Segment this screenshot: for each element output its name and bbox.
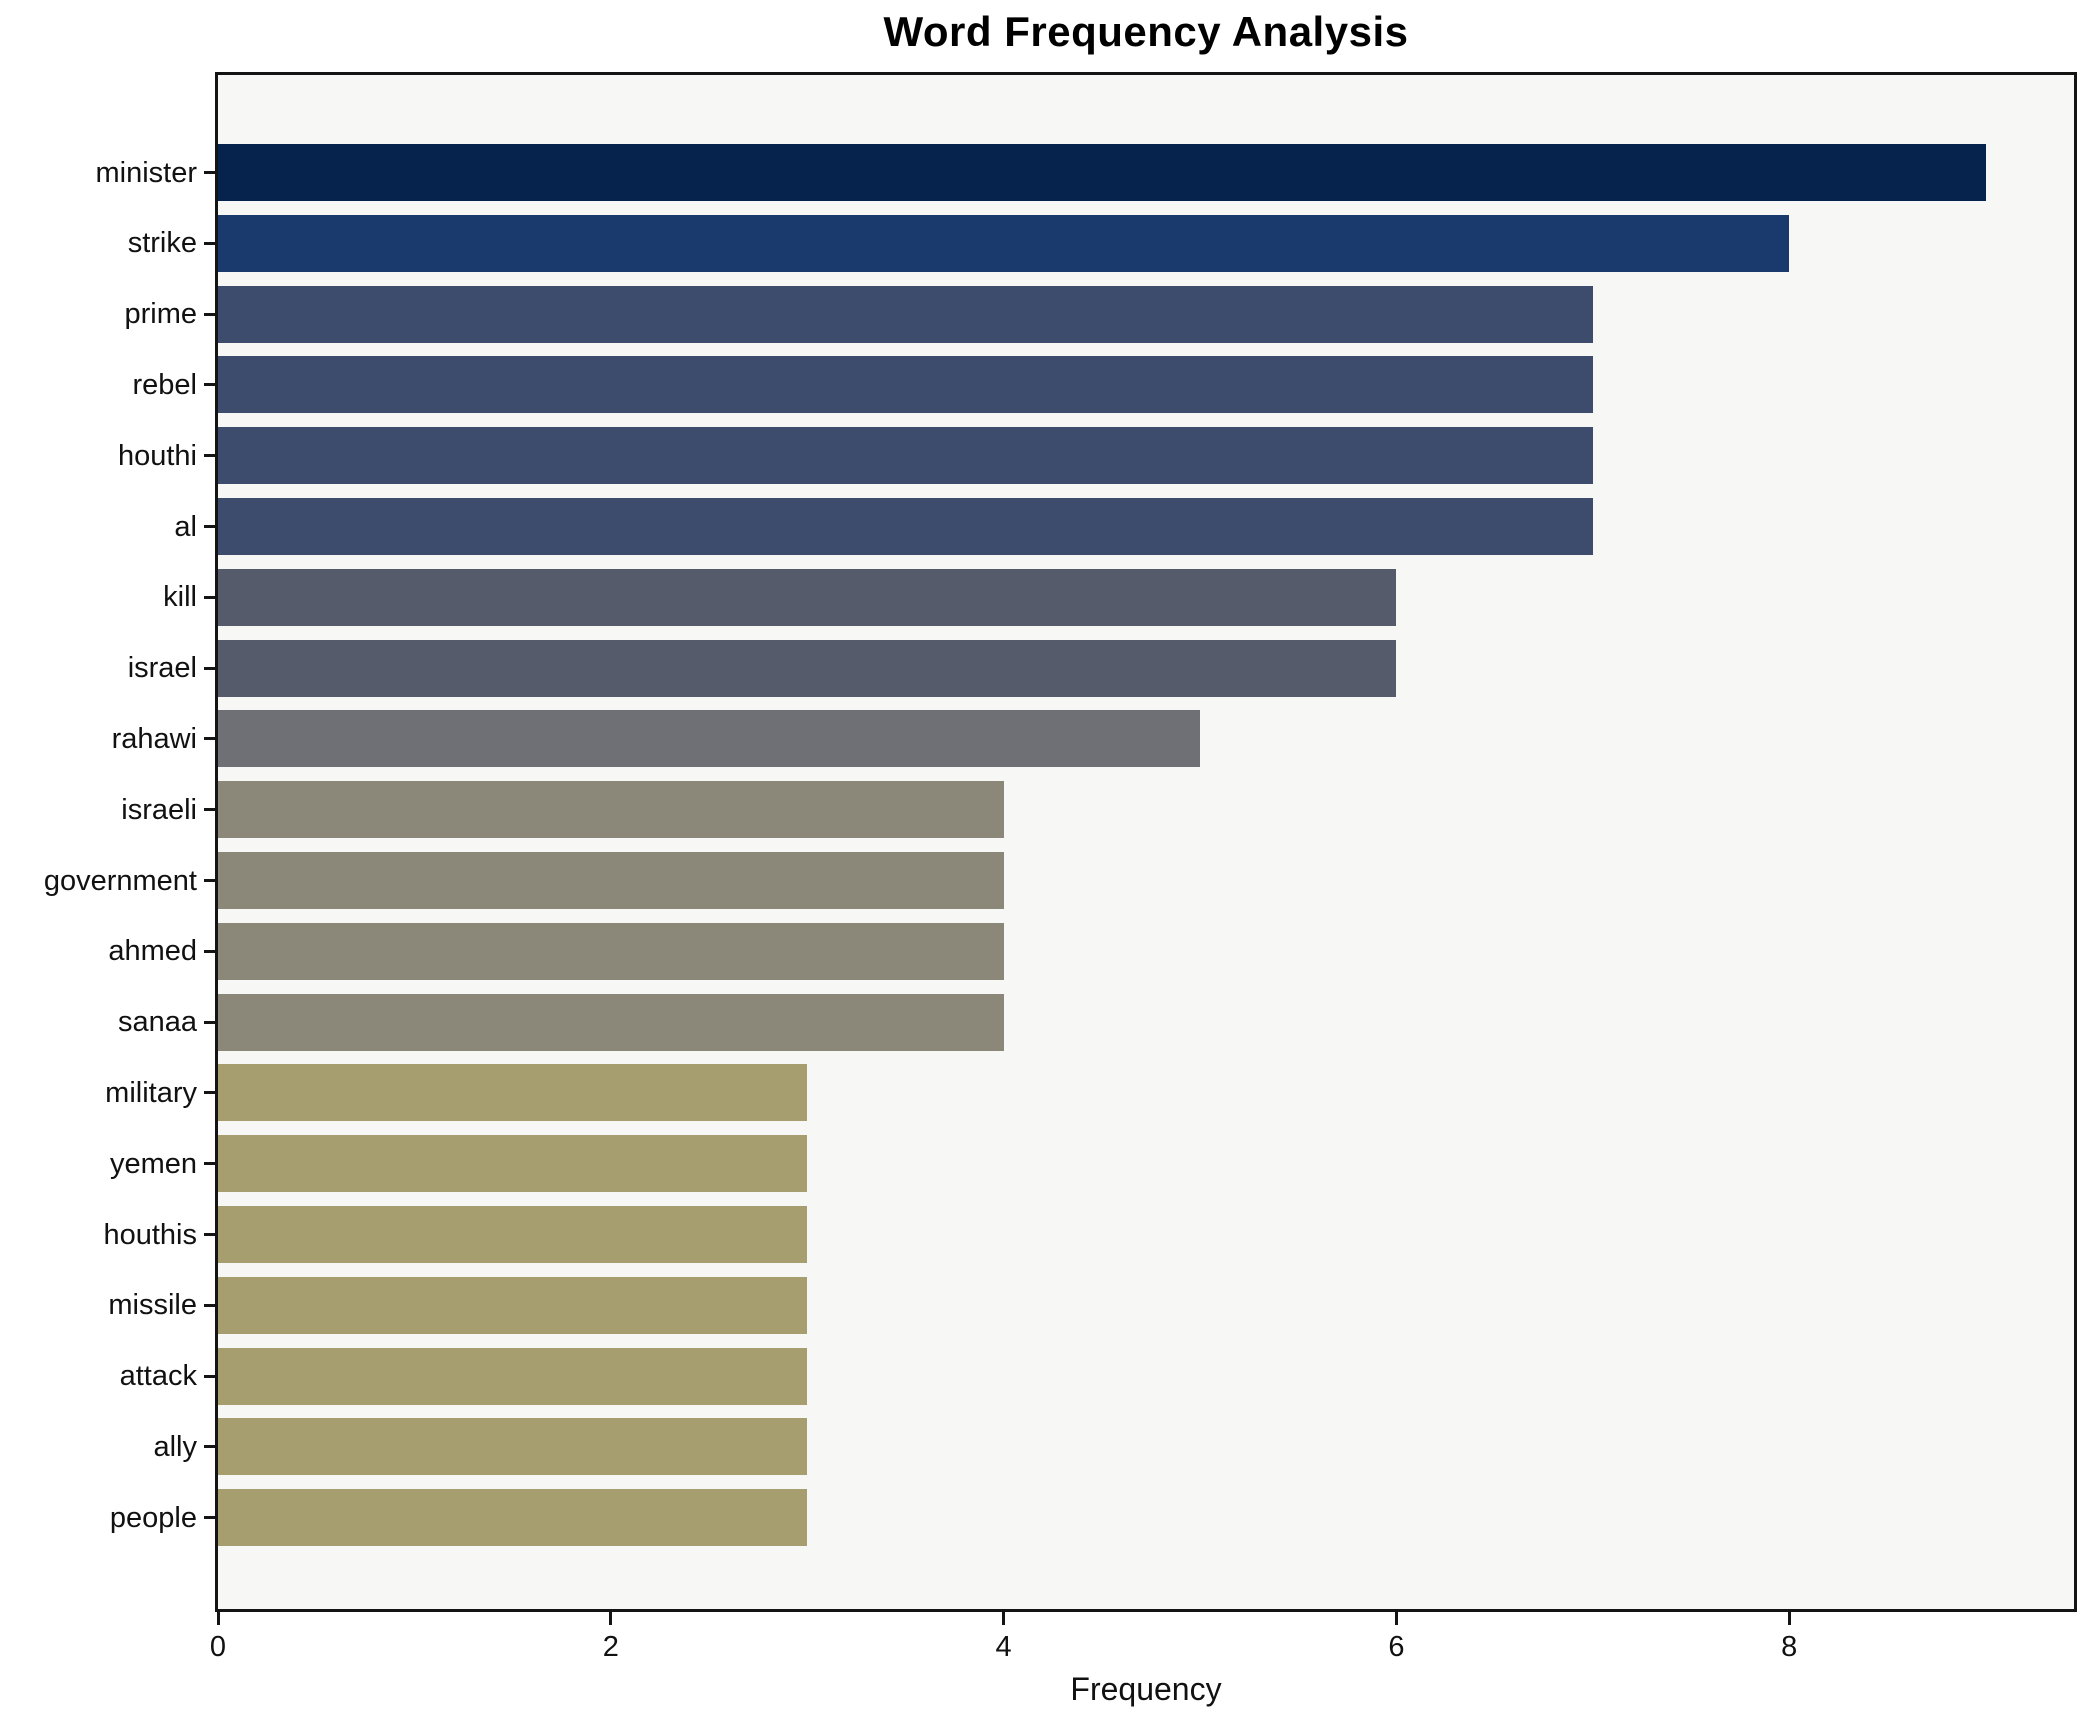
y-tick-label-government: government (43, 864, 197, 897)
y-tick-mark (204, 1020, 215, 1024)
bar-prime (218, 285, 1593, 343)
y-tick-mark (204, 171, 215, 174)
bar-rebel (218, 356, 1593, 414)
y-tick-label-missile: missile (108, 1289, 197, 1322)
bar-ally (218, 1418, 808, 1476)
y-tick-mark (204, 949, 215, 953)
bar-attack (218, 1347, 808, 1405)
y-tick-mark (204, 454, 215, 458)
y-tick-mark (204, 241, 215, 245)
x-tick-mark (609, 1612, 613, 1625)
bar-rahawi (218, 710, 1200, 768)
y-tick-mark (204, 879, 215, 882)
bar-sanaa (218, 993, 1004, 1051)
bar-al (218, 498, 1593, 555)
y-tick-mark (204, 1303, 215, 1307)
plot-area: minister strike prime rebel houthi al kill isra… (44, 72, 2077, 1707)
y-tick-label-attack: attack (119, 1360, 197, 1393)
bar-minister (218, 144, 1986, 201)
y-tick-label-israel: israel (127, 652, 197, 685)
x-tick-label-0: 0 (209, 1631, 227, 1663)
y-tick-label-israeli: israeli (121, 793, 197, 826)
bar-people (218, 1489, 808, 1547)
bar-israel (218, 639, 1397, 697)
bar-ahmed (218, 922, 1004, 980)
y-tick-label-strike: strike (127, 227, 197, 260)
y-tick-label-kill: kill (163, 581, 197, 614)
y-tick-label-al: al (174, 510, 197, 543)
x-tick-label-6: 6 (1388, 1631, 1405, 1663)
y-tick-label-ally: ally (153, 1430, 197, 1463)
y-tick-label-rahawi: rahawi (111, 722, 197, 755)
bar-military (218, 1064, 808, 1122)
x-axis-label: Frequency (1070, 1671, 1222, 1707)
x-tick-label-8: 8 (1781, 1631, 1798, 1663)
y-tick-label-minister: minister (95, 156, 197, 189)
y-tick-mark (204, 1162, 215, 1166)
y-tick-mark (204, 666, 215, 670)
y-tick-label-military: military (105, 1076, 197, 1109)
x-tick-label-4: 4 (995, 1631, 1012, 1663)
x-tick-label-2: 2 (602, 1631, 619, 1663)
y-tick-label-people: people (109, 1501, 197, 1534)
y-tick-label-sanaa: sanaa (117, 1006, 197, 1039)
bar-houthis (218, 1206, 808, 1263)
y-tick-label-houthis: houthis (103, 1218, 197, 1251)
y-tick-mark (204, 595, 215, 599)
y-tick-label-houthi: houthi (117, 439, 197, 472)
y-tick-mark (204, 737, 215, 741)
y-tick-mark (204, 1374, 215, 1378)
bar-missile (218, 1276, 808, 1334)
bar-yemen (218, 1135, 808, 1193)
x-tick-mark (1394, 1612, 1398, 1625)
y-tick-label-yemen: yemen (109, 1147, 197, 1180)
y-tick-mark (204, 1233, 215, 1236)
bar-government (218, 852, 1004, 909)
bar-kill (218, 568, 1397, 626)
x-tick-mark (1002, 1612, 1006, 1625)
y-tick-mark (204, 525, 215, 528)
x-tick-mark (216, 1612, 220, 1625)
y-tick-label-ahmed: ahmed (108, 935, 197, 968)
y-tick-mark (204, 1516, 215, 1520)
y-tick-mark (204, 808, 215, 812)
y-tick-mark (204, 383, 215, 387)
y-tick-label-prime: prime (124, 298, 197, 331)
y-tick-label-rebel: rebel (132, 368, 198, 401)
y-tick-mark (204, 312, 215, 316)
chart-title: Word Frequency Analysis (883, 8, 1409, 55)
y-tick-mark (204, 1091, 215, 1095)
y-tick-mark (204, 1445, 215, 1449)
bar-strike (218, 214, 1790, 272)
x-tick-mark (1787, 1612, 1791, 1625)
bar-houthi (218, 427, 1593, 485)
bar-israeli (218, 781, 1004, 839)
